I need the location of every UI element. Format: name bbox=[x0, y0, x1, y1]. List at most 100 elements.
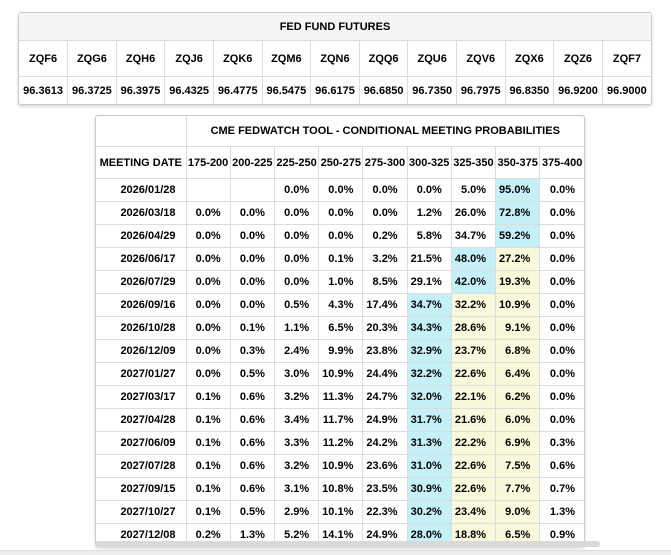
probability-cell: 24.9% bbox=[362, 523, 408, 546]
probability-cell: 0.6% bbox=[229, 454, 275, 478]
probability-cell: 0.5% bbox=[273, 293, 319, 317]
probability-cell: 6.2% bbox=[495, 385, 540, 409]
probability-cell: 0.0% bbox=[362, 178, 408, 202]
probability-cell: 34.7% bbox=[406, 293, 452, 317]
fedwatch-row: 2027/03/17 0.1% 0.6% 3.2% 11.3% 24.7% 32.0% 22.… bbox=[96, 385, 584, 409]
meeting-date: 2026/06/17 bbox=[96, 247, 186, 271]
meeting-date: 2026/10/28 bbox=[96, 316, 186, 340]
probability-cell: 0.0% bbox=[273, 270, 319, 294]
probability-cell: 23.4% bbox=[450, 500, 496, 524]
probability-cell: 28.6% bbox=[450, 316, 496, 340]
probability-cell: 0.0% bbox=[185, 293, 231, 317]
probability-cell: 0.0% bbox=[539, 362, 584, 386]
meeting-date: 2027/03/17 bbox=[96, 385, 186, 409]
probability-cell: 24.2% bbox=[362, 431, 408, 455]
probability-cell: 3.1% bbox=[273, 477, 319, 501]
probability-cell: 22.6% bbox=[450, 477, 496, 501]
probability-cell: 59.2% bbox=[495, 224, 540, 248]
probability-cell bbox=[229, 178, 275, 202]
probability-cell: 2.9% bbox=[273, 500, 319, 524]
probability-cell: 5.8% bbox=[406, 224, 452, 248]
probability-cell: 6.5% bbox=[495, 523, 540, 546]
probability-cell: 0.6% bbox=[229, 477, 275, 501]
futures-contract-header: ZQH6 bbox=[115, 40, 165, 77]
futures-contract-header: ZQF6 bbox=[19, 40, 68, 77]
futures-price: 96.7350 bbox=[407, 76, 457, 104]
fedwatch-probabilities-table: CME FEDWATCH TOOL - CONDITIONAL MEETING … bbox=[95, 115, 585, 547]
probability-cell: 10.9% bbox=[318, 454, 363, 478]
probability-cell: 23.8% bbox=[362, 339, 408, 363]
rate-range-header: 275-300 bbox=[362, 146, 408, 179]
probability-cell: 32.2% bbox=[450, 293, 496, 317]
probability-cell: 0.0% bbox=[229, 224, 275, 248]
meeting-date: 2027/06/09 bbox=[96, 431, 186, 455]
probability-cell: 32.0% bbox=[406, 385, 452, 409]
futures-contract-header: ZQX6 bbox=[504, 40, 554, 77]
probability-cell: 0.0% bbox=[539, 293, 584, 317]
probability-cell: 18.8% bbox=[450, 523, 496, 546]
probability-cell: 9.1% bbox=[495, 316, 540, 340]
probability-cell: 0.3% bbox=[539, 431, 584, 455]
meeting-date: 2026/04/29 bbox=[96, 224, 186, 248]
fedwatch-row: 2027/12/08 0.2% 1.3% 5.2% 14.1% 24.9% 28.0% 18.… bbox=[96, 523, 584, 546]
probability-cell: 3.2% bbox=[273, 385, 319, 409]
futures-header-row: ZQF6 ZQG6 ZQH6 ZQJ6 ZQK6 ZQM6 ZQN6 ZQQ6 ZQU6 ZQV6… bbox=[19, 40, 651, 77]
probability-cell: 22.2% bbox=[450, 431, 496, 455]
probability-cell: 0.1% bbox=[185, 385, 231, 409]
futures-table-title: FED FUND FUTURES bbox=[19, 13, 651, 41]
horizontal-scrollbar[interactable] bbox=[95, 541, 600, 547]
rate-range-header: 175-200 bbox=[185, 146, 231, 179]
futures-contract-header: ZQV6 bbox=[455, 40, 506, 77]
probability-cell: 5.0% bbox=[450, 178, 496, 202]
probability-cell bbox=[185, 178, 231, 202]
bottom-divider bbox=[0, 550, 671, 555]
meeting-date: 2027/12/08 bbox=[96, 523, 186, 546]
fedwatch-row: 2027/06/09 0.1% 0.6% 3.3% 11.2% 24.2% 31.3% 22.… bbox=[96, 431, 584, 455]
probability-cell: 11.7% bbox=[318, 408, 363, 432]
futures-price: 96.3725 bbox=[67, 76, 117, 104]
probability-cell: 3.4% bbox=[273, 408, 319, 432]
probability-cell: 0.0% bbox=[318, 224, 363, 248]
probability-cell: 34.3% bbox=[406, 316, 452, 340]
fedwatch-row: 2027/07/28 0.1% 0.6% 3.2% 10.9% 23.6% 31.0% 22.… bbox=[96, 454, 584, 478]
probability-cell: 21.5% bbox=[406, 247, 452, 271]
probability-cell: 27.2% bbox=[495, 247, 540, 271]
futures-price: 96.9200 bbox=[553, 76, 603, 104]
probability-cell: 30.9% bbox=[406, 477, 452, 501]
probability-cell: 0.0% bbox=[273, 247, 319, 271]
probability-cell: 22.6% bbox=[450, 362, 496, 386]
probability-cell: 3.3% bbox=[273, 431, 319, 455]
rate-range-header: 250-275 bbox=[318, 146, 363, 179]
probability-cell: 0.1% bbox=[185, 500, 231, 524]
probability-cell: 9.9% bbox=[318, 339, 363, 363]
probability-cell: 32.9% bbox=[406, 339, 452, 363]
probability-cell: 10.9% bbox=[495, 293, 540, 317]
probability-cell: 17.4% bbox=[362, 293, 408, 317]
probability-cell: 6.0% bbox=[495, 408, 540, 432]
probability-cell: 1.3% bbox=[539, 500, 584, 524]
fedwatch-header-row: MEETING DATE 175-200 200-225 225-250 250-27… bbox=[96, 146, 584, 179]
probability-cell: 11.2% bbox=[318, 431, 363, 455]
probability-cell: 1.3% bbox=[229, 523, 275, 546]
probability-cell: 0.1% bbox=[185, 408, 231, 432]
probability-cell: 30.2% bbox=[406, 500, 452, 524]
fedwatch-row: 2026/12/09 0.0% 0.3% 2.4% 9.9% 23.8% 32.9% 23.7… bbox=[96, 339, 584, 363]
futures-price: 96.6850 bbox=[358, 76, 408, 104]
probability-cell: 0.0% bbox=[539, 224, 584, 248]
probability-cell: 24.4% bbox=[362, 362, 408, 386]
probability-cell: 32.2% bbox=[406, 362, 452, 386]
futures-price: 96.9000 bbox=[601, 76, 651, 104]
futures-contract-header: ZQZ6 bbox=[553, 40, 603, 77]
probability-cell: 5.2% bbox=[273, 523, 319, 546]
futures-price: 96.3975 bbox=[115, 76, 165, 104]
fedwatch-row: 2026/10/28 0.0% 0.1% 1.1% 6.5% 20.3% 34.3% 28.6… bbox=[96, 316, 584, 340]
probability-cell: 3.2% bbox=[273, 454, 319, 478]
probability-cell: 0.0% bbox=[318, 178, 363, 202]
probability-cell: 0.0% bbox=[539, 316, 584, 340]
probability-cell: 1.2% bbox=[406, 201, 452, 225]
probability-cell: 0.0% bbox=[539, 201, 584, 225]
probability-cell: 22.3% bbox=[362, 500, 408, 524]
futures-contract-header: ZQN6 bbox=[310, 40, 360, 77]
fedwatch-row: 2026/06/17 0.0% 0.0% 0.0% 0.1% 3.2% 21.5% 48.0%… bbox=[96, 247, 584, 271]
probability-cell: 1.0% bbox=[318, 270, 363, 294]
